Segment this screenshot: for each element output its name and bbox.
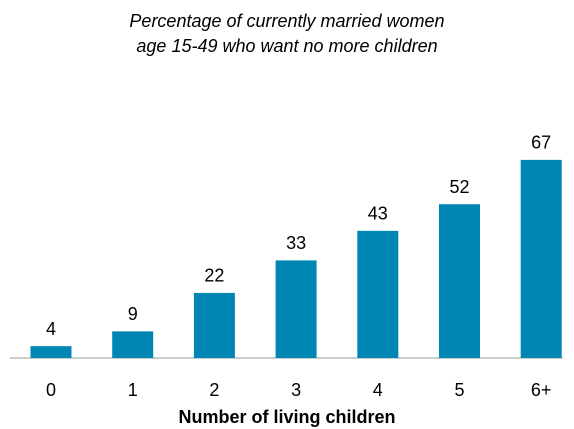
bar bbox=[193, 292, 235, 358]
x-tick-label: 0 bbox=[46, 380, 56, 400]
x-tick-label: 1 bbox=[128, 380, 138, 400]
data-label: 52 bbox=[449, 177, 469, 197]
data-label: 67 bbox=[531, 133, 551, 153]
bar bbox=[112, 331, 154, 358]
data-label: 9 bbox=[128, 304, 138, 324]
data-label: 22 bbox=[204, 266, 224, 286]
data-label: 33 bbox=[286, 233, 306, 253]
x-tick-label: 4 bbox=[373, 380, 383, 400]
x-tick-label: 5 bbox=[454, 380, 464, 400]
x-tick-label: 6+ bbox=[531, 380, 552, 400]
x-tick-label: 3 bbox=[291, 380, 301, 400]
bar bbox=[357, 230, 399, 358]
bar bbox=[439, 204, 480, 358]
bar bbox=[520, 159, 562, 358]
bar bbox=[275, 260, 317, 358]
bar bbox=[30, 346, 72, 358]
chart-title: age 15-49 who want no more children bbox=[136, 36, 437, 56]
chart-title: Percentage of currently married women bbox=[129, 11, 444, 31]
x-axis-label: Number of living children bbox=[178, 407, 395, 427]
x-tick-label: 2 bbox=[209, 380, 219, 400]
data-label: 43 bbox=[368, 204, 388, 224]
data-label: 4 bbox=[46, 319, 56, 339]
